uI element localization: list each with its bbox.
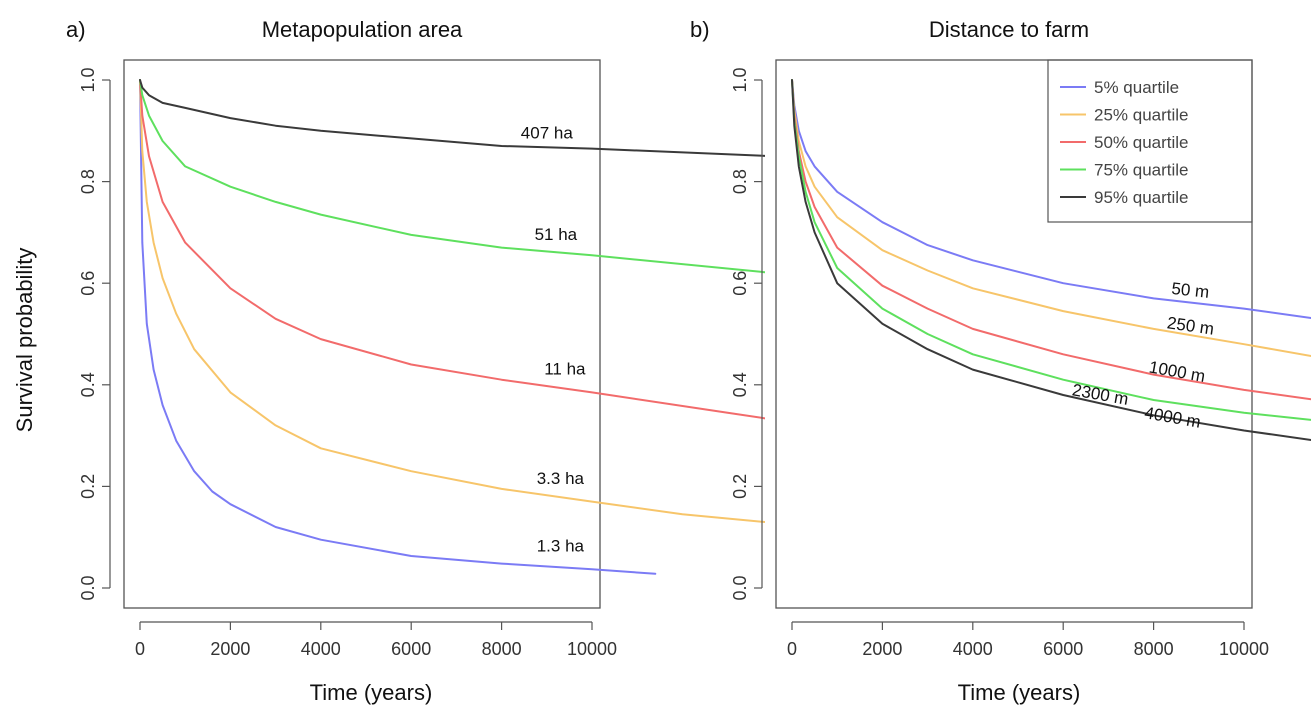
x-tick-label: 2000 (210, 639, 250, 659)
y-tick-label: 0.6 (730, 271, 750, 296)
curve-annotation: 1000 m (1148, 357, 1207, 386)
panel-a-label: a) (66, 17, 86, 42)
x-tick-label: 4000 (301, 639, 341, 659)
x-tick-label: 2000 (862, 639, 902, 659)
y-tick-label: 1.0 (730, 67, 750, 92)
curve-annotation: 3.3 ha (537, 469, 585, 488)
series-line-1-3-ha (139, 79, 657, 575)
series-line-250-m (791, 79, 1311, 357)
curve-annotation: 50 m (1171, 279, 1211, 302)
series-line-51-ha (139, 79, 765, 274)
y-tick-label: 0.0 (730, 575, 750, 600)
curve-annotation: 11 ha (544, 360, 586, 379)
legend-label: 95% quartile (1094, 188, 1189, 207)
panel-b-frame (775, 59, 1253, 609)
x-tick-label: 0 (787, 639, 797, 659)
panel-a-x-ticks: 0 2000 4000 6000 8000 10000 (135, 622, 617, 659)
legend-label: 5% quartile (1094, 78, 1179, 97)
x-tick-label: 8000 (482, 639, 522, 659)
series-line-4000-m (791, 79, 1311, 441)
curve-annotation: 2300 m (1071, 380, 1130, 409)
y-tick-label: 0.6 (78, 271, 98, 296)
panel-b: b) Distance to farm 0.0 0.2 0.4 0.6 0.8 1.0 0… (690, 17, 1311, 705)
panel-b-y-ticks: 0.0 0.2 0.4 0.6 0.8 1.0 (730, 67, 762, 601)
panel-a-title: Metapopulation area (262, 17, 463, 42)
panel-a-x-axis-label: Time (years) (310, 680, 433, 705)
panel-b-x-ticks: 0 2000 4000 6000 8000 10000 (787, 622, 1269, 659)
y-axis-label: Survival probability (12, 248, 37, 433)
series-line-3-3-ha (139, 79, 765, 524)
y-tick-label: 0.2 (730, 474, 750, 499)
curve-annotation: 51 ha (535, 225, 578, 244)
legend-label: 50% quartile (1094, 133, 1189, 152)
panel-a-frame (123, 59, 601, 609)
panel-b-x-axis-label: Time (years) (958, 680, 1081, 705)
y-tick-label: 0.8 (730, 169, 750, 194)
x-tick-label: 10000 (567, 639, 617, 659)
panel-a: a) Metapopulation area 0.0 0.2 0.4 0.6 0.8 1.… (66, 17, 765, 705)
series-line-11-ha (139, 79, 765, 420)
series-line-50-m (791, 79, 1311, 320)
y-tick-label: 0.4 (730, 372, 750, 397)
series-line-407-ha (139, 79, 765, 157)
panel-b-curves (791, 79, 1311, 441)
panel-b-title: Distance to farm (929, 17, 1089, 42)
curve-annotation: 4000 m (1143, 403, 1202, 432)
panel-b-legend: 5% quartile 25% quartile 50% quartile 75% q… (1047, 59, 1253, 223)
y-tick-label: 0.8 (78, 169, 98, 194)
series-line-2300-m (791, 79, 1311, 421)
x-tick-label: 6000 (1043, 639, 1083, 659)
y-tick-label: 0.2 (78, 474, 98, 499)
panel-a-curves (139, 79, 765, 575)
curve-annotation: 250 m (1166, 313, 1215, 338)
curve-annotation: 1.3 ha (537, 536, 585, 555)
curve-annotation: 407 ha (521, 123, 574, 142)
x-tick-label: 10000 (1219, 639, 1269, 659)
x-tick-label: 6000 (391, 639, 431, 659)
panel-a-annotations: 407 ha 51 ha 11 ha 3.3 ha 1.3 ha (521, 123, 586, 555)
legend-label: 25% quartile (1094, 106, 1189, 125)
y-tick-label: 1.0 (78, 67, 98, 92)
y-tick-label: 0.0 (78, 575, 98, 600)
legend-label: 75% quartile (1094, 161, 1189, 180)
panel-b-label: b) (690, 17, 710, 42)
legend-box (1047, 59, 1253, 223)
x-tick-label: 4000 (953, 639, 993, 659)
x-tick-label: 8000 (1134, 639, 1174, 659)
y-tick-label: 0.4 (78, 372, 98, 397)
panel-a-y-ticks: 0.0 0.2 0.4 0.6 0.8 1.0 (78, 67, 110, 601)
x-tick-label: 0 (135, 639, 145, 659)
